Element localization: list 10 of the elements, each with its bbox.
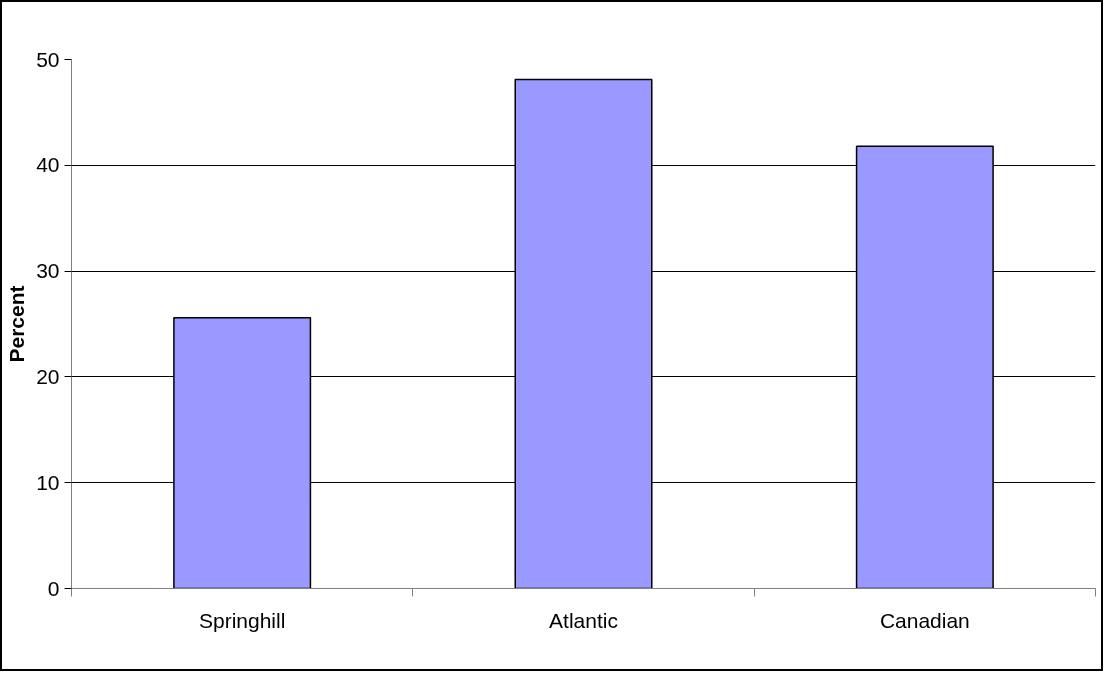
y-tick-label: 0 (47, 576, 60, 600)
y-tick-label: 20 (36, 364, 60, 388)
x-tick-label: Springhill (198, 608, 286, 632)
x-tick-label: Canadian (879, 608, 970, 632)
x-tick-label: Atlantic (549, 608, 618, 632)
y-tick-label: 50 (36, 47, 60, 71)
y-tick-label: 30 (36, 259, 60, 283)
y-axis-title: Percent (5, 285, 29, 363)
y-tick-label: 40 (36, 153, 60, 177)
y-tick-label: 10 (36, 470, 60, 494)
